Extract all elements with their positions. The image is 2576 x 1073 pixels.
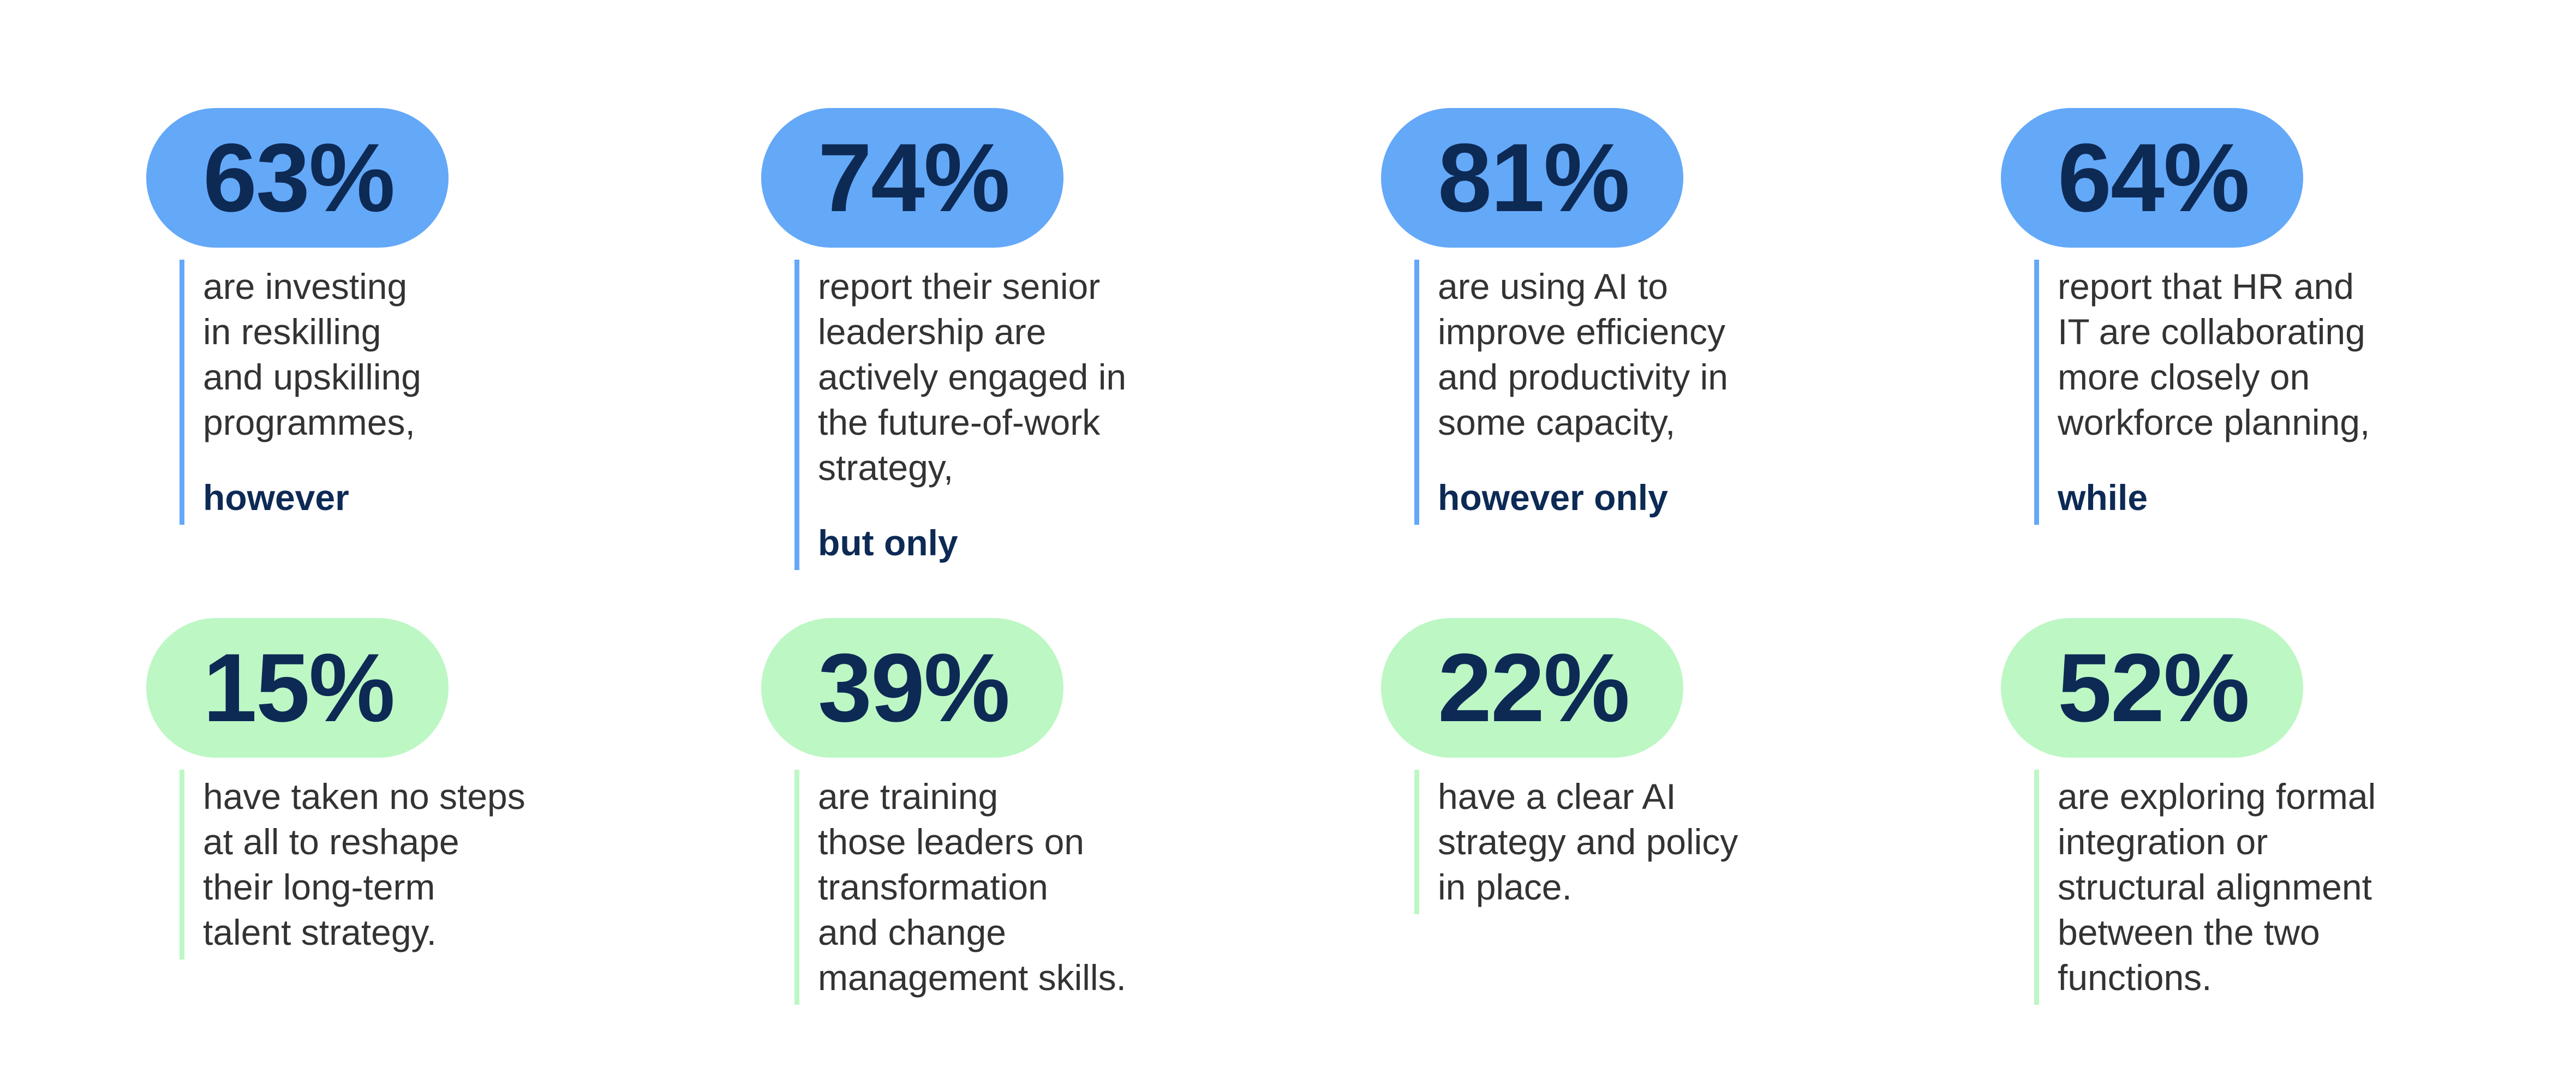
connector-text: however — [203, 477, 349, 518]
text-line: transformation — [818, 867, 1048, 907]
stat-pill: 81% — [1381, 108, 1683, 248]
text-line: at all to reshape — [203, 822, 459, 862]
text-line: have taken no steps — [203, 776, 525, 817]
text-line: and upskilling — [203, 357, 421, 397]
text-line: report their senior — [818, 266, 1101, 307]
stat-description: are investing in reskilling and upskilling… — [180, 260, 421, 525]
text-line: functions. — [2058, 957, 2212, 998]
stat-description: are exploring formal integration or struct… — [2034, 770, 2376, 1005]
text-line: structural alignment — [2058, 867, 2372, 907]
text-line: strategy, — [818, 447, 954, 488]
text-line: talent strategy. — [203, 912, 437, 952]
stat-description: are training those leaders on transformati… — [794, 770, 1126, 1005]
text-line: programmes, — [203, 402, 415, 442]
stat-pill: 52% — [2001, 618, 2303, 758]
text-line: workforce planning, — [2058, 402, 2370, 442]
text-line: have a clear AI — [1438, 776, 1676, 817]
stat-description: have taken no steps at all to reshape thei… — [180, 770, 525, 960]
stat-description: are using AI to improve efficiency and pro… — [1414, 260, 1728, 525]
text-line: more closely on — [2058, 357, 2310, 397]
stat-description: report their senior leadership are activel… — [794, 260, 1126, 570]
text-line: some capacity, — [1438, 402, 1676, 442]
text-line: are investing — [203, 266, 408, 307]
stat-pill: 15% — [146, 618, 449, 758]
stat-pill: 64% — [2001, 108, 2303, 248]
text-line: improve efficiency — [1438, 311, 1726, 352]
stat-pill: 22% — [1381, 618, 1683, 758]
text-line: are training — [818, 776, 999, 817]
text-line: and change — [818, 912, 1006, 952]
text-line: and productivity in — [1438, 357, 1728, 397]
stat-pill: 63% — [146, 108, 449, 248]
text-line: actively engaged in — [818, 357, 1127, 397]
text-line: between the two — [2058, 912, 2320, 952]
text-line: integration or — [2058, 822, 2268, 862]
text-line: strategy and policy — [1438, 822, 1738, 862]
text-line: management skills. — [818, 957, 1126, 998]
text-line: are exploring formal — [2058, 776, 2376, 817]
text-line: report that HR and — [2058, 266, 2354, 307]
stat-description: have a clear AI strategy and policy in pla… — [1414, 770, 1738, 914]
stat-description: report that HR and IT are collaborating mo… — [2034, 260, 2370, 525]
text-line: those leaders on — [818, 822, 1085, 862]
text-line: their long-term — [203, 867, 435, 907]
connector-text: however only — [1438, 477, 1668, 518]
stat-pill: 39% — [761, 618, 1063, 758]
connector-text: but only — [818, 523, 958, 563]
connector-text: while — [2058, 477, 2148, 518]
stat-pill: 74% — [761, 108, 1063, 248]
text-line: IT are collaborating — [2058, 311, 2365, 352]
text-line: in place. — [1438, 867, 1572, 907]
text-line: the future-of-work — [818, 402, 1101, 442]
text-line: leadership are — [818, 311, 1047, 352]
text-line: are using AI to — [1438, 266, 1668, 307]
text-line: in reskilling — [203, 311, 381, 352]
